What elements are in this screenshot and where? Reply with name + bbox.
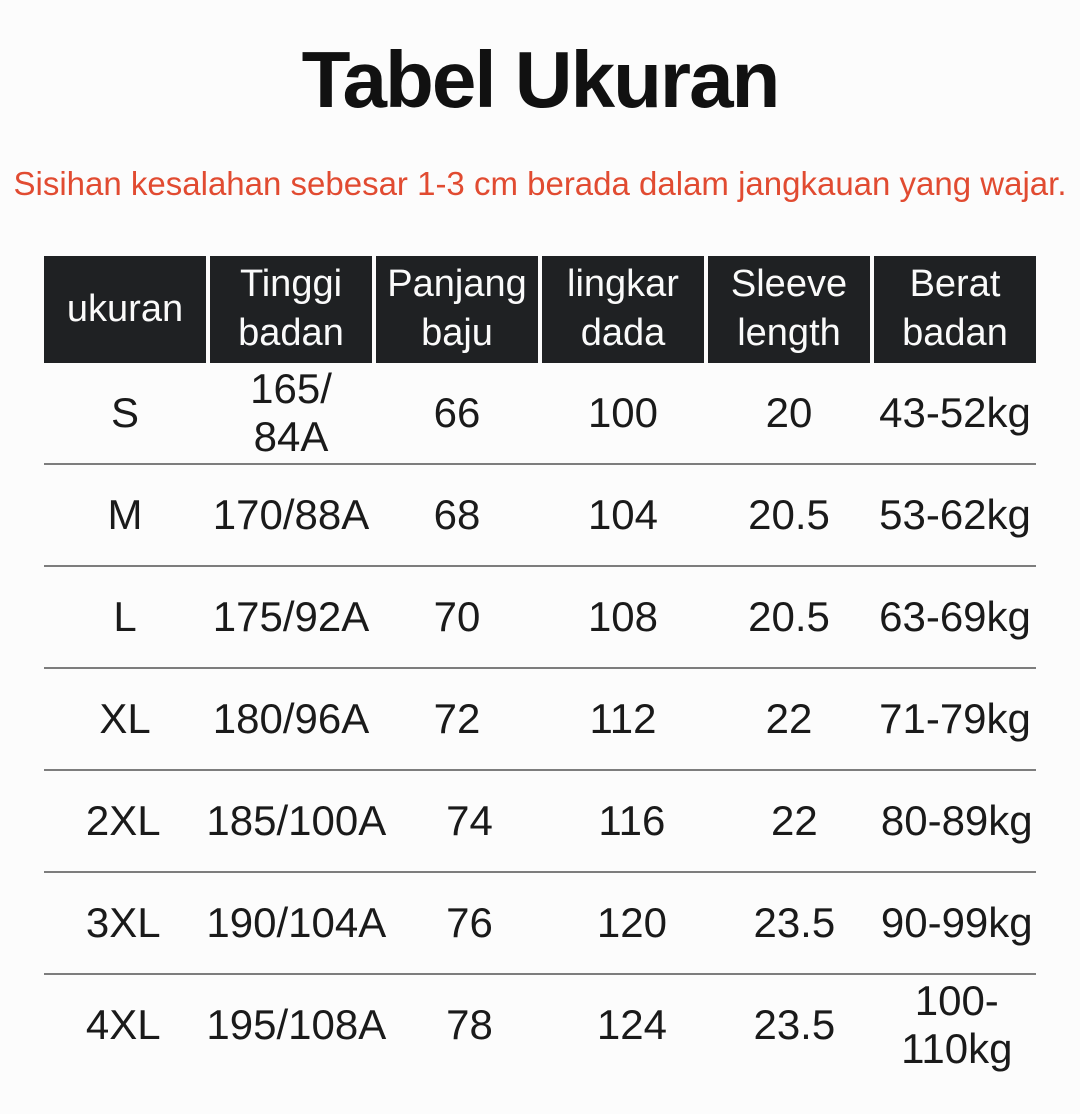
cell-size: 4XL <box>85 1000 161 1048</box>
cell-sleeve-length: 20.5 <box>748 490 830 538</box>
column-header-berat-badan: Berat badan <box>874 255 1036 363</box>
cell-sleeve-length: 22 <box>770 796 818 844</box>
column-header-sleeve-length: Sleeve length <box>708 255 870 363</box>
column-header-ukuran: ukuran <box>44 255 206 363</box>
size-chart-poster: Tabel Ukuran Sisihan kesalahan sebesar 1… <box>0 34 1080 1114</box>
cell-sleeve-length: 22 <box>765 694 813 742</box>
table-row-2xl: 2XL 185/100A 74 116 22 80-89kg <box>44 771 1036 873</box>
cell-tinggi-badan: 185/100A <box>206 796 387 844</box>
cell-lingkar-dada: 116 <box>598 796 666 844</box>
tolerance-note: Sisihan kesalahan sebesar 1-3 cm berada … <box>13 165 1067 202</box>
cell-tinggi-badan: 175/92A <box>212 592 370 640</box>
cell-berat-badan: 53-62kg <box>879 490 1031 538</box>
column-header-tinggi-badan: Tinggi badan <box>210 255 372 363</box>
column-header-lingkar-dada: lingkar dada <box>542 255 704 363</box>
cell-panjang-baju: 78 <box>446 1000 493 1048</box>
cell-berat-badan: 90-99kg <box>880 898 1033 946</box>
cell-size: S <box>110 388 139 436</box>
cell-berat-badan: 43-52kg <box>879 388 1031 436</box>
table-row-xl: XL 180/96A 72 112 22 71-79kg <box>44 669 1036 771</box>
cell-berat-badan: 71-79kg <box>879 694 1031 742</box>
cell-lingkar-dada: 120 <box>596 898 667 946</box>
cell-tinggi-badan: 195/108A <box>206 1000 387 1048</box>
cell-tinggi-badan: 170/88A <box>212 490 370 538</box>
page-title: Tabel Ukuran <box>301 35 781 124</box>
cell-size: L <box>113 592 137 640</box>
table-row-4xl: 4XL 195/108A 78 124 23.5 100-110kg <box>44 975 1036 1075</box>
cell-sleeve-length: 20.5 <box>748 592 830 640</box>
table-body: S 165/ 84A 66 100 20 43-52kg M 170/88A 6… <box>44 363 1036 1075</box>
cell-lingkar-dada: 108 <box>587 592 659 640</box>
cell-sleeve-length: 23.5 <box>753 898 836 946</box>
cell-sleeve-length: 23.5 <box>753 1000 836 1048</box>
cell-panjang-baju: 76 <box>446 898 493 946</box>
cell-panjang-baju: 74 <box>446 796 493 844</box>
cell-panjang-baju: 66 <box>433 388 481 436</box>
cell-lingkar-dada: 112 <box>589 694 657 742</box>
cell-tinggi-badan: 165/ 84A <box>250 364 332 460</box>
cell-size: M <box>107 490 143 538</box>
table-row-l: L 175/92A 70 108 20.5 63-69kg <box>44 567 1036 669</box>
cell-size: XL <box>99 694 151 742</box>
table-row-s: S 165/ 84A 66 100 20 43-52kg <box>44 363 1036 465</box>
cell-lingkar-dada: 104 <box>587 490 659 538</box>
cell-berat-badan: 100-110kg <box>901 976 1013 1072</box>
cell-berat-badan: 63-69kg <box>879 592 1031 640</box>
table-row-m: M 170/88A 68 104 20.5 53-62kg <box>44 465 1036 567</box>
cell-panjang-baju: 68 <box>433 490 481 538</box>
cell-sleeve-length: 20 <box>765 388 813 436</box>
cell-size: 3XL <box>85 898 161 946</box>
cell-tinggi-badan: 180/96A <box>212 694 370 742</box>
cell-size: 2XL <box>85 796 161 844</box>
cell-panjang-baju: 72 <box>433 694 481 742</box>
cell-berat-badan: 80-89kg <box>880 796 1033 844</box>
cell-panjang-baju: 70 <box>433 592 481 640</box>
table-header-row: ukuran Tinggi badan Panjang baju lingkar… <box>44 255 1036 363</box>
cell-lingkar-dada: 100 <box>587 388 659 436</box>
table-row-3xl: 3XL 190/104A 76 120 23.5 90-99kg <box>44 873 1036 975</box>
size-table: ukuran Tinggi badan Panjang baju lingkar… <box>44 255 1036 1075</box>
cell-tinggi-badan: 190/104A <box>206 898 387 946</box>
column-header-panjang-baju: Panjang baju <box>376 255 538 363</box>
cell-lingkar-dada: 124 <box>596 1000 667 1048</box>
